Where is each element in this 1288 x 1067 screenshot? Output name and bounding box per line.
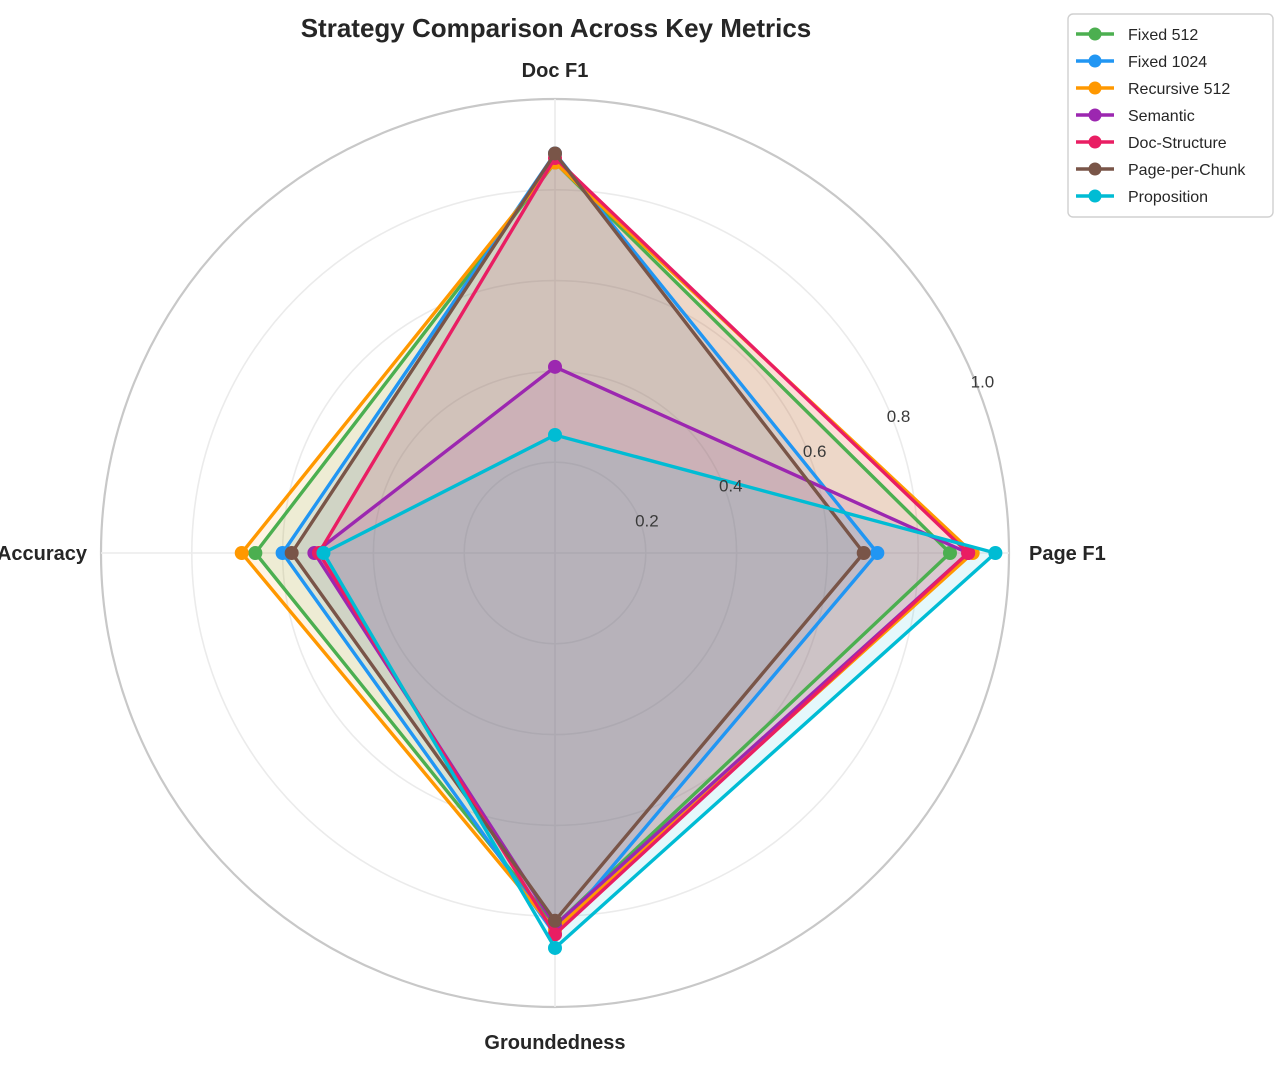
legend-item: Doc-Structure (1076, 135, 1227, 152)
data-point (548, 940, 562, 955)
data-point (284, 546, 299, 560)
data-point (961, 546, 976, 560)
legend-box (1067, 13, 1274, 218)
chart-title: Strategy Comparison Across Key Metrics (301, 13, 812, 43)
radial-tick-label: 0.8 (887, 407, 911, 426)
legend: Fixed 512 Fixed 1024 Recursive 512 Semantic… (1067, 13, 1274, 218)
legend-label: Page-per-Chunk (1128, 162, 1246, 179)
legend-marker (1088, 108, 1102, 122)
radial-tick-labels: 0.2 0.4 0.6 0.8 1.0 (635, 372, 994, 530)
data-point (248, 546, 263, 560)
series-fill (291, 153, 864, 921)
axis-label: Accuracy (0, 543, 88, 565)
legend-item: Recursive 512 (1076, 81, 1230, 98)
data-point (988, 546, 1003, 560)
data-point (548, 913, 562, 928)
legend-label: Fixed 1024 (1128, 54, 1207, 71)
legend-marker (1088, 135, 1102, 149)
series-page-per-chunk (284, 146, 871, 928)
legend-label: Doc-Structure (1128, 135, 1227, 152)
data-point (870, 546, 885, 560)
series-fill (314, 366, 969, 926)
radial-tick-label: 1.0 (971, 372, 995, 391)
data-point (856, 546, 871, 560)
data-point (548, 427, 562, 442)
series-fill (323, 435, 996, 948)
legend-item: Semantic (1076, 108, 1195, 125)
legend-marker (1088, 27, 1102, 41)
axis-label: Doc F1 (522, 60, 589, 82)
radial-tick-label: 0.2 (635, 511, 659, 530)
legend-label: Recursive 512 (1128, 81, 1230, 98)
data-point (316, 546, 331, 560)
legend-label: Fixed 512 (1128, 27, 1198, 44)
legend-marker (1088, 162, 1102, 176)
legend-item: Fixed 1024 (1076, 54, 1207, 71)
data-point (234, 546, 249, 560)
series-proposition (316, 427, 1003, 955)
series-fill (318, 158, 969, 935)
legend-label: Proposition (1128, 189, 1208, 206)
legend-marker (1088, 81, 1102, 95)
radar-series (234, 146, 1003, 955)
legend-item: Page-per-Chunk (1076, 162, 1246, 179)
axis-labels: Doc F1 Page F1 Groundedness Accuracy (0, 60, 1106, 1054)
data-point (548, 146, 562, 161)
radial-tick-label: 0.6 (803, 442, 827, 461)
radial-tick-label: 0.4 (719, 477, 743, 496)
data-point (548, 927, 562, 942)
legend-item: Fixed 512 (1076, 27, 1198, 44)
axis-label: Page F1 (1029, 543, 1106, 565)
legend-marker (1088, 189, 1102, 203)
legend-item: Proposition (1076, 189, 1208, 206)
legend-marker (1088, 54, 1102, 68)
legend-label: Semantic (1128, 108, 1195, 125)
data-point (548, 359, 562, 374)
data-point (942, 546, 957, 560)
axis-label: Groundedness (484, 1032, 625, 1054)
